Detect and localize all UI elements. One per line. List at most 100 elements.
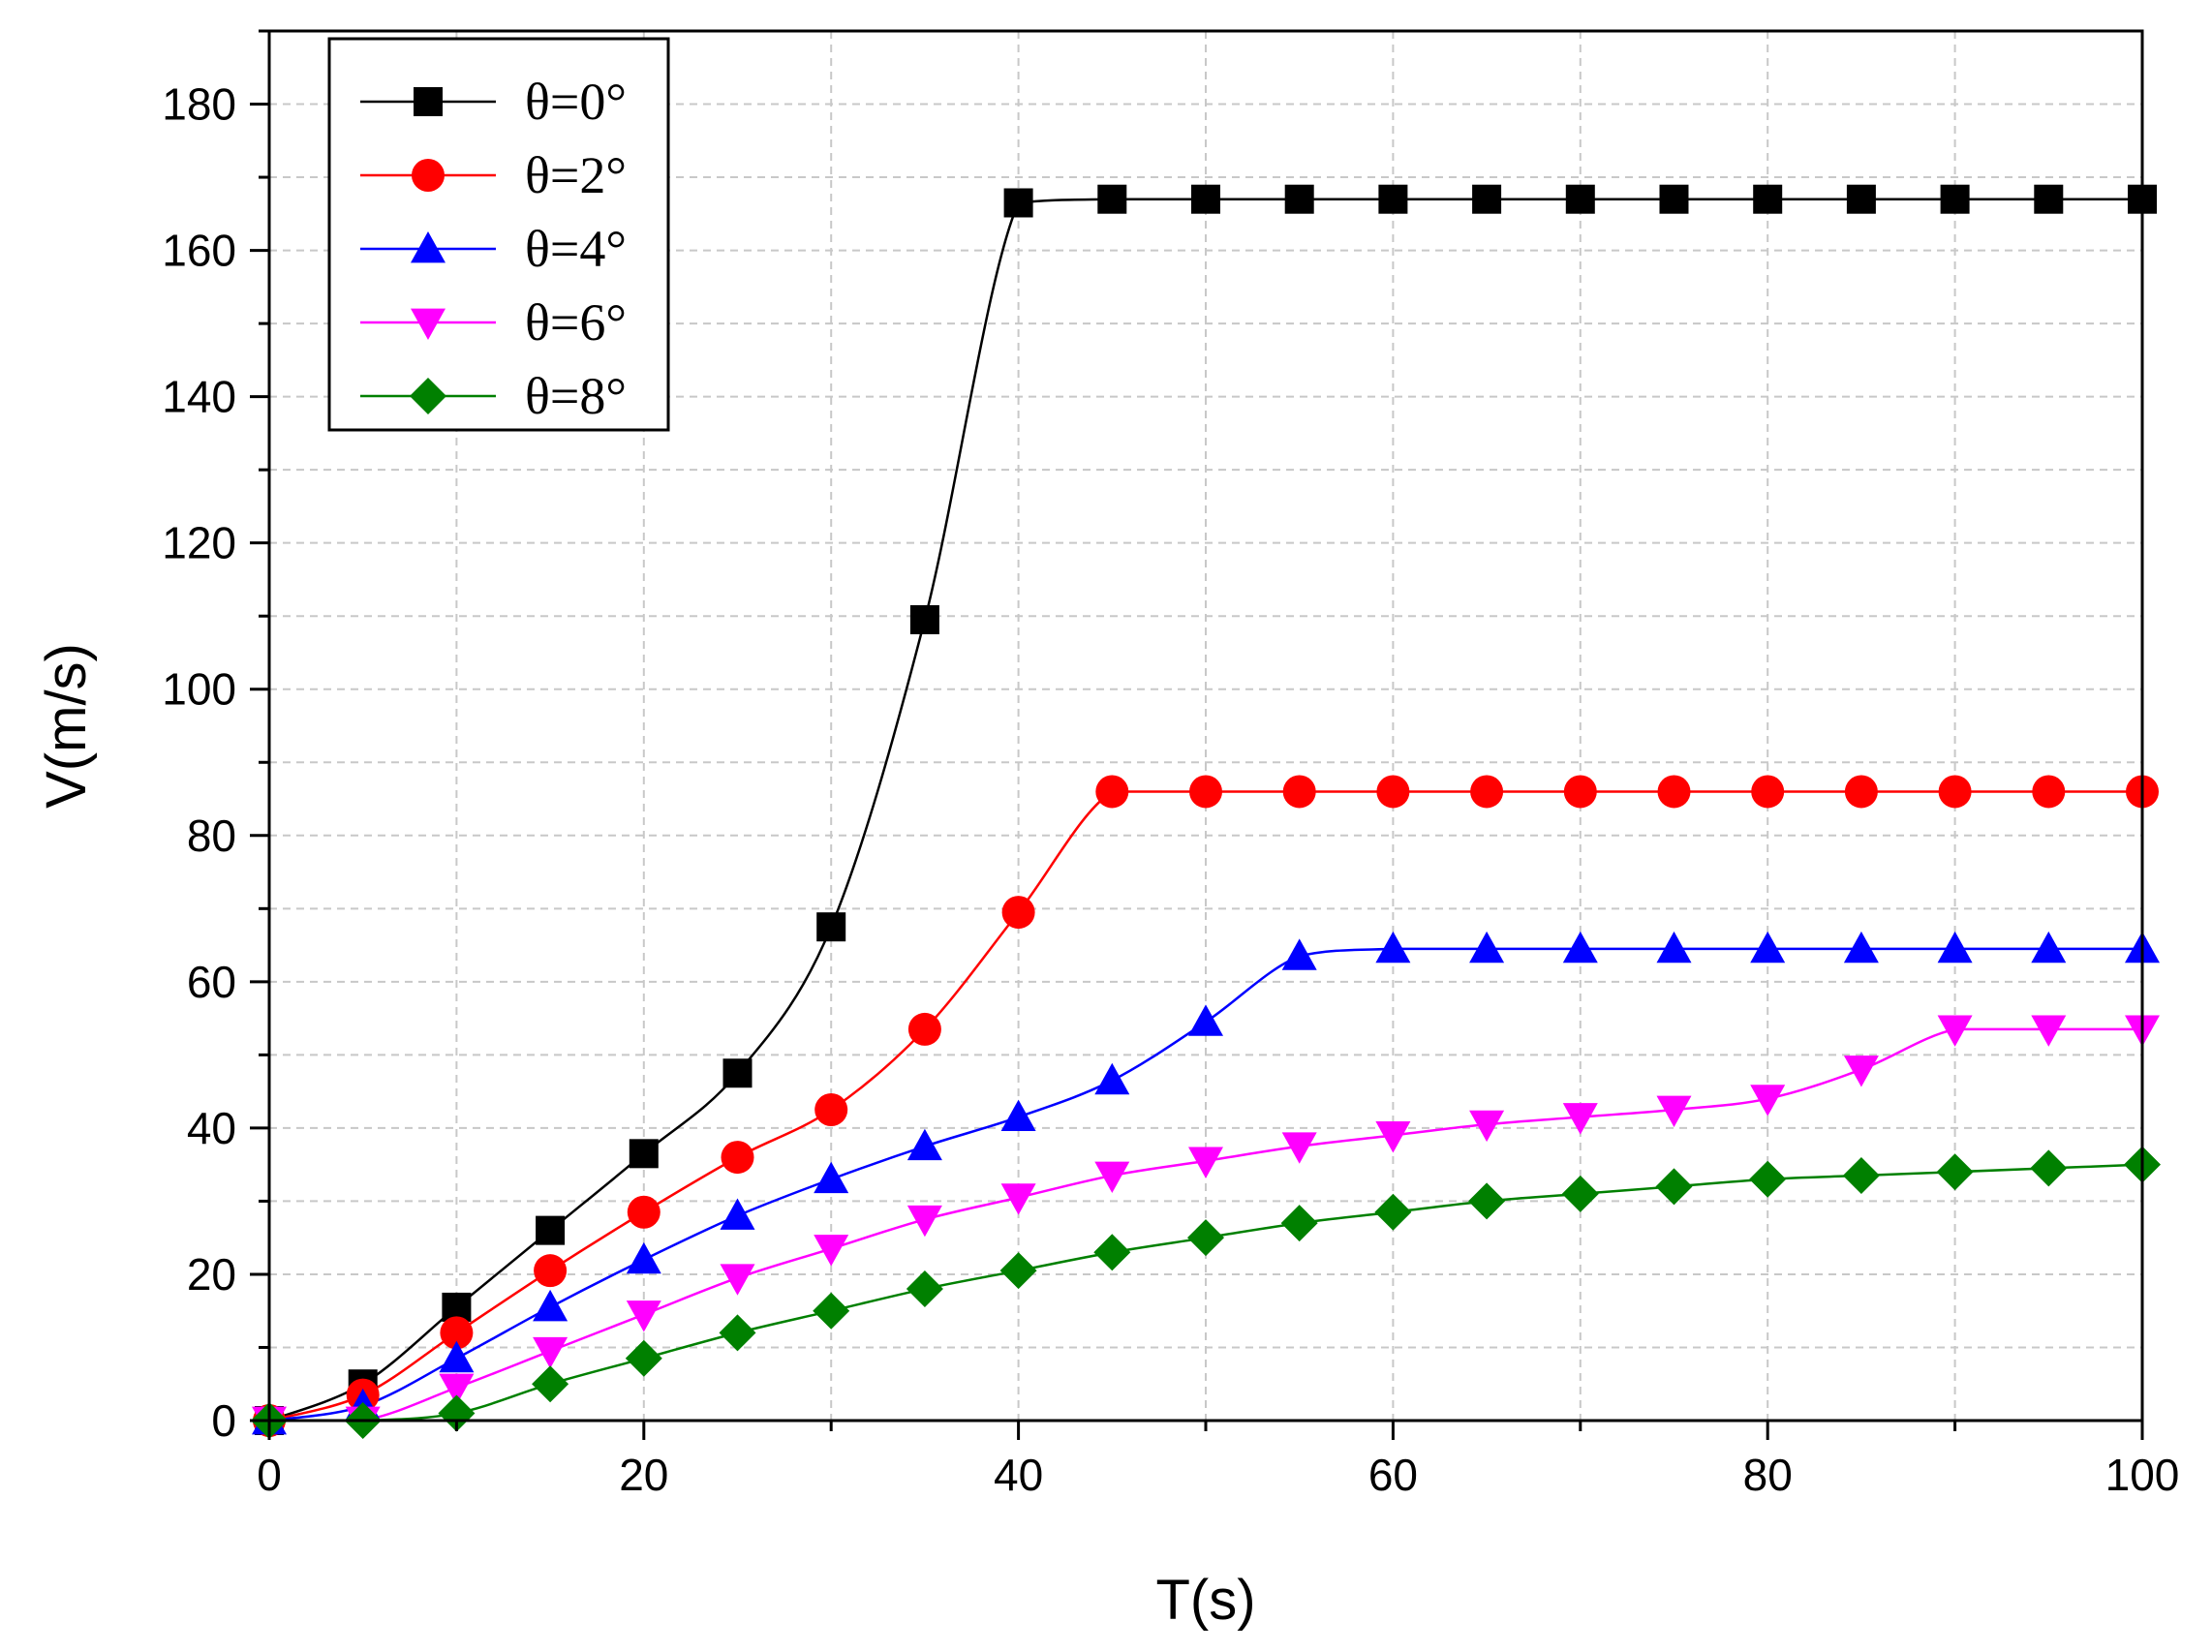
data-point-series-4	[1655, 1168, 1693, 1206]
data-point-series-3	[439, 1373, 475, 1406]
data-point-series-2	[439, 1340, 475, 1373]
x-tick-label: 100	[2105, 1450, 2180, 1500]
data-point-series-1	[2032, 775, 2066, 809]
grid-lines	[269, 31, 2142, 1421]
data-point-series-3	[2031, 1015, 2067, 1047]
data-point-series-4	[2030, 1149, 2068, 1187]
data-point-series-4	[438, 1394, 476, 1432]
legend-marker-0	[414, 87, 443, 116]
data-point-series-3	[1843, 1055, 1879, 1087]
y-tick-label: 0	[211, 1395, 236, 1446]
legend-label-0: θ=0°	[525, 73, 627, 131]
series-line-3	[269, 1027, 2142, 1423]
data-point-series-1	[1282, 775, 1316, 809]
data-point-series-3	[720, 1264, 755, 1296]
data-point-series-2	[1750, 931, 1786, 964]
data-point-series-0	[1191, 184, 1220, 214]
data-point-series-3	[1188, 1147, 1223, 1178]
data-point-series-4	[1842, 1156, 1880, 1194]
series-markers	[251, 184, 2161, 1439]
data-point-series-1	[534, 1254, 568, 1288]
data-point-series-1	[1844, 775, 1878, 809]
y-tick-label: 160	[162, 226, 236, 276]
data-point-series-2	[1000, 1099, 1036, 1131]
data-point-series-0	[629, 1139, 659, 1169]
data-point-series-3	[1094, 1161, 1130, 1193]
data-point-series-4	[1749, 1160, 1787, 1198]
data-point-series-3	[1375, 1121, 1411, 1153]
legend-marker-3	[411, 308, 445, 340]
x-axis-title: T(s)	[1155, 1569, 1255, 1632]
data-point-series-4	[906, 1270, 943, 1308]
data-point-series-2	[626, 1241, 661, 1274]
data-point-series-1	[907, 1012, 941, 1046]
data-point-series-1	[1189, 775, 1222, 809]
y-tick-label: 20	[187, 1249, 236, 1300]
y-tick-label: 100	[162, 664, 236, 715]
y-tick-label: 140	[162, 372, 236, 422]
data-point-series-4	[532, 1365, 569, 1403]
y-tick-label: 40	[187, 1103, 236, 1153]
data-point-series-4	[1187, 1219, 1224, 1257]
data-point-series-0	[1846, 184, 1876, 214]
axis-ticks	[250, 29, 2144, 1440]
legend-marker-1	[412, 159, 445, 192]
data-point-series-2	[2031, 931, 2067, 964]
data-point-series-0	[1753, 184, 1783, 214]
data-point-series-4	[1280, 1205, 1318, 1242]
legend-marker-4	[410, 378, 446, 414]
data-point-series-3	[1562, 1103, 1598, 1135]
y-axis-title: V(m/s)	[35, 643, 98, 809]
data-point-series-3	[1937, 1015, 1973, 1047]
data-point-series-1	[1095, 775, 1129, 809]
data-point-series-1	[1657, 775, 1691, 809]
data-point-series-3	[626, 1300, 661, 1332]
data-point-series-2	[1656, 931, 1692, 964]
data-point-series-1	[1376, 775, 1410, 809]
y-tick-label: 80	[187, 811, 236, 861]
data-point-series-1	[721, 1141, 754, 1175]
data-point-series-2	[533, 1289, 568, 1322]
data-point-series-4	[1468, 1182, 1506, 1220]
axis-tick-labels: 0 20 40 60 80 100 0 20 40 60 80 100 120 140 160 180	[162, 79, 2179, 1500]
series-line-2	[268, 947, 2142, 1423]
legend-label-3: θ=6°	[525, 293, 627, 352]
data-point-series-4	[719, 1314, 756, 1352]
data-point-series-2	[1843, 931, 1879, 964]
data-point-series-1	[440, 1316, 474, 1350]
data-point-series-3	[906, 1205, 942, 1238]
data-point-series-2	[1094, 1062, 1130, 1095]
data-point-series-0	[1097, 184, 1127, 214]
data-point-series-4	[999, 1252, 1037, 1290]
x-tick-label: 60	[1368, 1450, 1418, 1500]
data-point-series-0	[909, 604, 939, 634]
legend-box	[327, 37, 670, 432]
data-point-series-0	[1378, 184, 1408, 214]
data-point-series-0	[1940, 184, 1970, 214]
data-point-series-2	[1188, 1004, 1223, 1036]
data-point-series-2	[1937, 931, 1973, 964]
data-point-series-3	[1656, 1095, 1692, 1128]
data-point-series-3	[1750, 1085, 1786, 1117]
legend: θ=0° θ=2° θ=4° θ=6° θ=8°	[327, 37, 670, 432]
x-tick-label: 80	[1743, 1450, 1793, 1500]
data-point-series-4	[1093, 1234, 1131, 1271]
data-point-series-4	[1936, 1153, 1974, 1191]
data-point-series-1	[1470, 775, 1504, 809]
series-line-1	[268, 790, 2142, 1423]
data-point-series-2	[720, 1198, 755, 1230]
data-point-series-3	[814, 1235, 849, 1267]
legend-label-4: θ=8°	[525, 367, 627, 425]
legend-label-1: θ=2°	[525, 146, 627, 204]
data-point-series-2	[814, 1161, 849, 1194]
data-point-series-4	[1561, 1175, 1599, 1212]
data-point-series-0	[722, 1058, 753, 1088]
data-point-series-0	[2034, 184, 2064, 214]
data-point-series-0	[1565, 184, 1595, 214]
data-point-series-2	[1562, 931, 1598, 964]
data-point-series-1	[1563, 775, 1597, 809]
data-point-series-0	[816, 912, 846, 942]
data-point-series-1	[1938, 775, 1972, 809]
data-point-series-1	[627, 1195, 661, 1229]
